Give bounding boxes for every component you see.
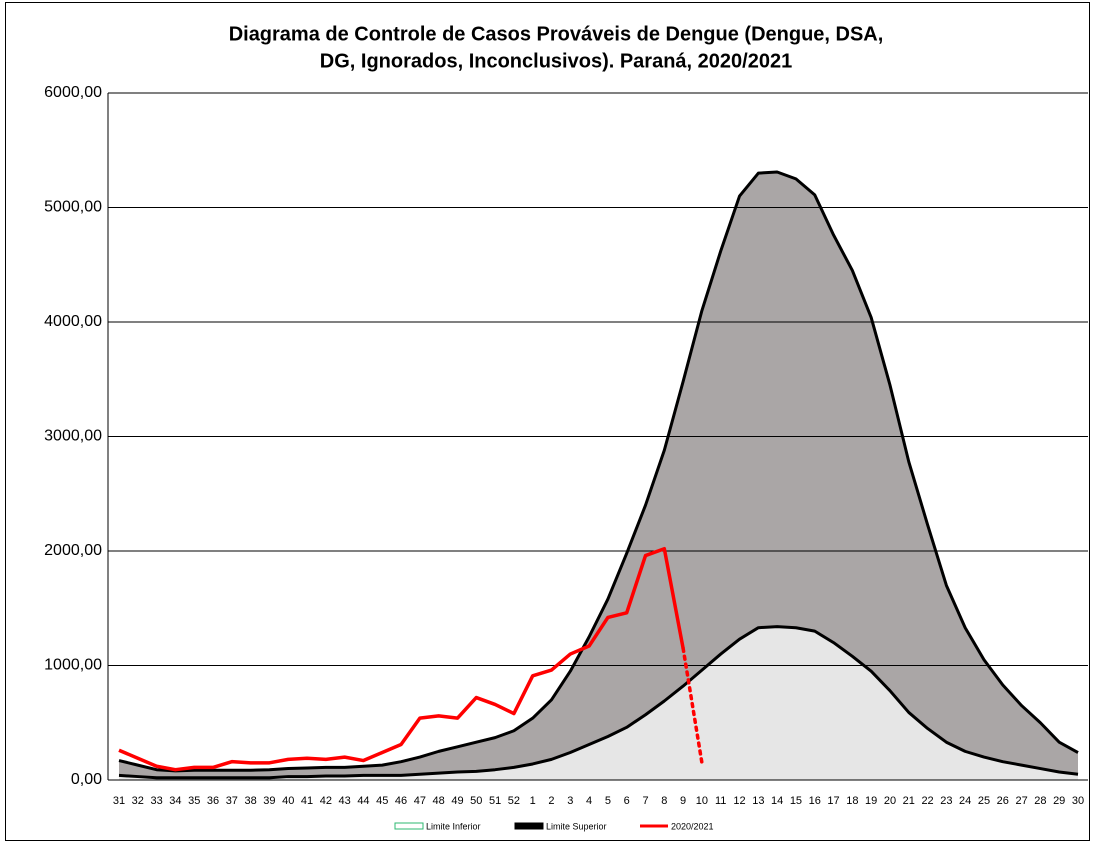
- legend-label: Limite Inferior: [426, 821, 481, 831]
- x-tick-label: 47: [414, 795, 426, 807]
- chart-title: DG, Ignorados, Inconclusivos). Paraná, 2…: [320, 50, 792, 72]
- x-tick-label: 30: [1072, 795, 1084, 807]
- x-tick-label: 37: [226, 795, 238, 807]
- x-tick-label: 29: [1053, 795, 1065, 807]
- x-tick-label: 26: [997, 795, 1009, 807]
- x-tick-label: 46: [395, 795, 407, 807]
- x-tick-label: 20: [884, 795, 896, 807]
- x-tick-label: 1: [530, 795, 536, 807]
- x-tick-label: 40: [282, 795, 294, 807]
- x-tick-label: 42: [320, 795, 332, 807]
- y-tick-label: 2000,00: [44, 542, 102, 559]
- series-line: [118, 625, 1079, 780]
- x-tick-label: 22: [921, 795, 933, 807]
- x-tick-label: 17: [827, 795, 839, 807]
- x-tick-label: 16: [809, 795, 821, 807]
- y-tick-label: 0,00: [71, 771, 102, 788]
- x-tick-label: 12: [733, 795, 745, 807]
- legend-swatch: [514, 822, 544, 830]
- x-tick-label: 36: [207, 795, 219, 807]
- x-tick-label: 50: [470, 795, 482, 807]
- legend-label: Limite Superior: [546, 821, 607, 831]
- x-tick-label: 24: [959, 795, 971, 807]
- x-tick-label: 21: [903, 795, 915, 807]
- x-tick-label: 18: [846, 795, 858, 807]
- x-tick-label: 38: [245, 795, 257, 807]
- y-tick-label: 4000,00: [44, 313, 102, 330]
- x-tick-label: 15: [790, 795, 802, 807]
- x-tick-label: 33: [150, 795, 162, 807]
- x-tick-label: 31: [113, 795, 125, 807]
- series-line-dotted: [681, 646, 704, 765]
- x-tick-label: 23: [940, 795, 952, 807]
- x-tick-label: 25: [978, 795, 990, 807]
- series-line: [118, 546, 685, 772]
- area: [119, 172, 1078, 780]
- x-tick-label: 32: [132, 795, 144, 807]
- x-tick-label: 41: [301, 795, 313, 807]
- chart-title: Diagrama de Controle de Casos Prováveis …: [229, 23, 884, 45]
- y-tick-label: 6000,00: [44, 84, 102, 101]
- x-tick-label: 52: [508, 795, 520, 807]
- x-tick-label: 27: [1015, 795, 1027, 807]
- x-tick-label: 19: [865, 795, 877, 807]
- x-tick-label: 8: [661, 795, 667, 807]
- x-tick-label: 49: [451, 795, 463, 807]
- legend-swatch: [394, 822, 424, 830]
- series-line: [118, 170, 1079, 773]
- x-tick-label: 51: [489, 795, 501, 807]
- y-tick-label: 3000,00: [44, 428, 102, 445]
- x-tick-label: 11: [715, 795, 726, 807]
- x-tick-label: 3: [567, 795, 573, 807]
- x-tick-label: 43: [339, 795, 351, 807]
- area: [119, 626, 1078, 780]
- x-tick-label: 48: [433, 795, 445, 807]
- x-tick-label: 28: [1034, 795, 1046, 807]
- legend-label: 2020/2021: [671, 821, 714, 831]
- x-tick-label: 6: [624, 795, 630, 807]
- x-tick-label: 2: [548, 795, 554, 807]
- x-tick-label: 9: [680, 795, 686, 807]
- x-tick-label: 4: [586, 795, 592, 807]
- x-tick-label: 5: [605, 795, 611, 807]
- y-tick-label: 1000,00: [44, 657, 102, 674]
- x-tick-label: 34: [169, 795, 181, 807]
- x-tick-label: 7: [642, 795, 648, 807]
- x-tick-label: 35: [188, 795, 200, 807]
- y-tick-label: 5000,00: [44, 199, 102, 216]
- x-tick-label: 44: [357, 795, 369, 807]
- x-tick-label: 13: [752, 795, 764, 807]
- x-tick-label: 39: [263, 795, 275, 807]
- x-tick-label: 14: [771, 795, 783, 807]
- x-tick-label: 10: [696, 795, 708, 807]
- x-tick-label: 45: [376, 795, 388, 807]
